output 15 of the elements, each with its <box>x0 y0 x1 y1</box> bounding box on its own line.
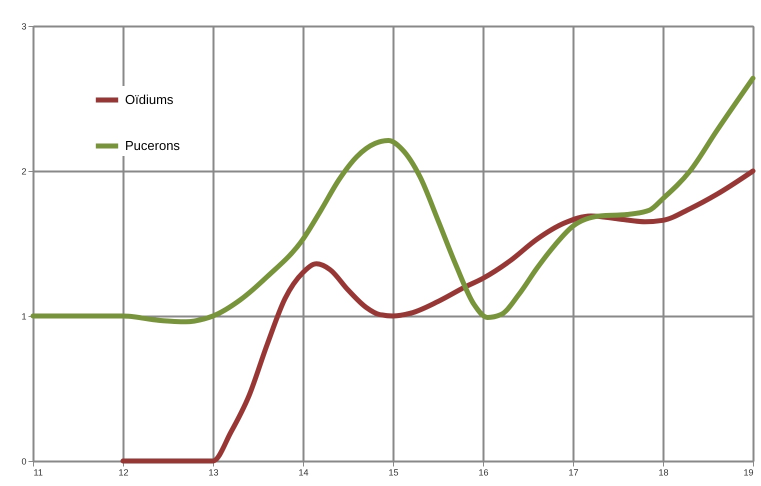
x-tick-label: 18 <box>658 468 669 478</box>
x-tick-label: 19 <box>743 468 754 478</box>
x-tick-label: 17 <box>568 468 579 478</box>
x-tick-label: 15 <box>388 468 399 478</box>
x-tick-label: 12 <box>118 468 129 478</box>
x-tick-label: 13 <box>208 468 219 478</box>
y-tick-label: 0 <box>21 456 26 466</box>
legend-label: Oïdiums <box>125 92 174 107</box>
y-tick-label: 1 <box>21 312 26 322</box>
x-tick-label: 16 <box>478 468 489 478</box>
x-tick-label: 11 <box>34 468 43 478</box>
legend-label: Pucerons <box>125 138 180 153</box>
y-tick-label: 3 <box>21 22 26 32</box>
y-tick-label: 2 <box>21 166 26 176</box>
x-tick-label: 14 <box>298 468 309 478</box>
